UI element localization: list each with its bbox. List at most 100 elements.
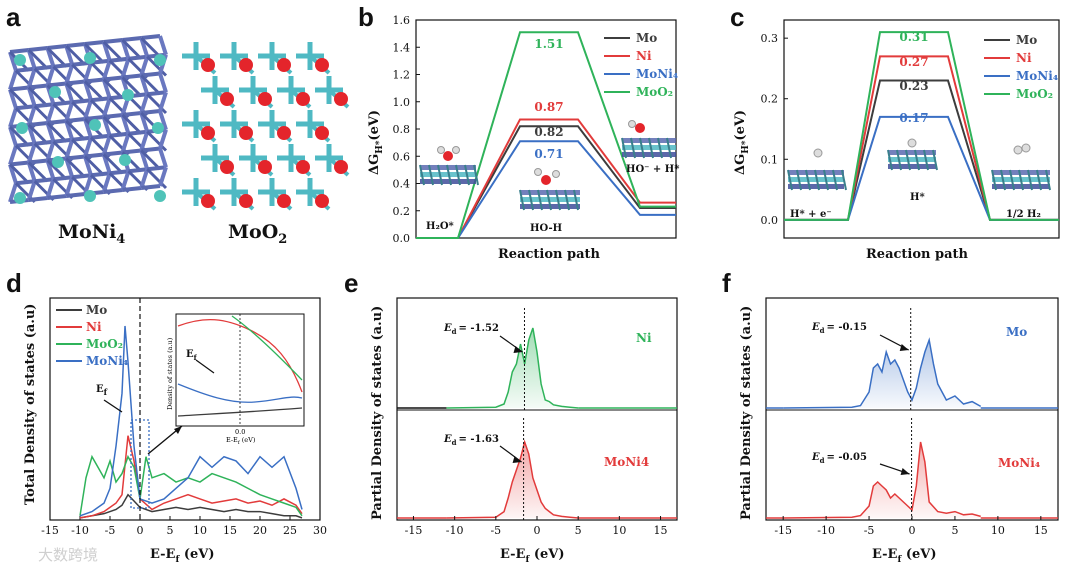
- bond: [146, 168, 168, 190]
- bond: [158, 129, 168, 150]
- bond: [103, 113, 123, 119]
- oxygen-atom: [239, 126, 253, 140]
- slab-bond: [814, 169, 820, 191]
- slab-bond: [621, 137, 627, 159]
- x-axis-label-b: Reaction path: [498, 247, 601, 262]
- zoom-arrowhead-d: [174, 426, 182, 434]
- bond: [26, 124, 37, 145]
- step-label-ho-h: HO⁻ + H*: [626, 164, 680, 175]
- y-axis-label-f: Partial Density of states (a.u): [739, 306, 754, 520]
- caption-moni4: MoNi4: [58, 221, 125, 247]
- bond: [120, 133, 131, 154]
- bond: [139, 74, 150, 95]
- ed-arrowhead: [513, 346, 523, 353]
- pdos-fill-Mo: [783, 340, 981, 408]
- legend-label: Ni: [636, 49, 652, 63]
- bond: [103, 38, 123, 44]
- oxygen-atom: [315, 194, 329, 208]
- x-tick-label: -15: [405, 524, 423, 537]
- bond: [101, 172, 112, 193]
- mo-atom: [154, 54, 166, 66]
- ed-label-top-f: Ed = -0.15: [811, 322, 867, 335]
- bond: [26, 49, 37, 70]
- legend-d: Mo Ni MoO₂ MoNi₄: [56, 303, 128, 368]
- inset-ef-arrow: [195, 359, 215, 374]
- panel-b: b 0.00.20.40.60.81.01.21.41.6 0.820.870.…: [358, 2, 680, 262]
- bond: [83, 42, 105, 64]
- bond: [34, 102, 54, 109]
- bond: [84, 152, 104, 159]
- oxygen-atom: [201, 194, 215, 208]
- x-tick-label: 10: [193, 524, 207, 537]
- bond: [72, 98, 92, 105]
- slab-bond: [639, 137, 645, 159]
- slab-bond: [905, 149, 911, 171]
- panel-f: f -15 -10 -5 0 5 10 15 Partial Density of stat…: [722, 268, 1059, 565]
- x-tick-label: 5: [951, 524, 958, 537]
- bond: [64, 64, 75, 85]
- axes-frame-e: [396, 297, 678, 521]
- slab-bond: [1027, 169, 1033, 191]
- y-tick-label: 1.6: [393, 14, 411, 27]
- bond: [47, 81, 67, 88]
- value-labels-c: 0.23 0.27 0.17 0.31: [899, 30, 928, 125]
- bond: [83, 80, 105, 102]
- x-tick-label: -15: [41, 524, 59, 537]
- bond: [141, 109, 161, 115]
- x-ticks-f: -15 -10 -5 0 5 10 15: [774, 516, 1048, 537]
- watermark: 大数跨境: [38, 546, 98, 564]
- slab-layer: [888, 150, 936, 155]
- oxygen-atom: [296, 92, 310, 106]
- bond: [46, 159, 68, 181]
- bond: [102, 115, 124, 137]
- energy-lines-b: [416, 31, 676, 239]
- bond: [141, 71, 161, 78]
- y-tick-label: 1.0: [393, 96, 411, 109]
- ed-arrowhead: [899, 344, 909, 351]
- y-tick-label: 0.0: [761, 214, 779, 227]
- bond: [109, 169, 129, 176]
- bond: [27, 123, 49, 145]
- bond: [83, 155, 93, 176]
- slab-layer: [520, 190, 580, 195]
- oxygen-atom: [220, 92, 234, 106]
- pdos-line-MoNi₄: [783, 441, 981, 519]
- hydrogen-atom: [437, 146, 445, 154]
- bond: [158, 72, 168, 93]
- bond: [147, 90, 167, 97]
- inset-mo-line: [177, 407, 303, 417]
- bond: [26, 105, 37, 126]
- oxygen-atom: [277, 58, 291, 72]
- step-label-h-star: H*: [910, 192, 925, 203]
- inset-d: Ef Density of states (a.u) 0.0 E-Ef (eV): [166, 313, 305, 446]
- bond: [45, 122, 56, 143]
- bond: [34, 177, 54, 184]
- slab-bond: [932, 149, 938, 171]
- slab-bond: [896, 149, 902, 171]
- oxygen-atom: [443, 151, 453, 161]
- bond: [9, 85, 29, 92]
- bond: [15, 104, 35, 111]
- x-ticks-e: -15 -10 -5 0 5 10 15: [405, 516, 668, 537]
- x-tick-label: 0: [137, 524, 144, 537]
- slab-bond: [428, 164, 434, 186]
- legend-b: Mo Ni MoNi₄ MoO₂: [604, 31, 678, 99]
- bond: [66, 117, 86, 123]
- bond: [109, 131, 129, 138]
- slab-bond: [991, 169, 997, 191]
- zoom-box-d: [130, 419, 150, 509]
- bond: [26, 86, 37, 107]
- x-tick-label: 10: [612, 524, 626, 537]
- ed-label-bottom-f: Ed = -0.05: [811, 452, 867, 465]
- slab-bond: [657, 137, 663, 159]
- dos-lines-d: [79, 325, 303, 519]
- y-axis-label-b: ΔGH*(eV): [367, 110, 385, 175]
- legend-label: MoNi₄: [1016, 69, 1058, 83]
- legend-label: MoNi₄: [86, 354, 128, 368]
- bond: [66, 79, 86, 86]
- bond: [15, 179, 35, 186]
- panel-label-e: e: [344, 268, 358, 298]
- step-label-hoh: HO-H: [530, 223, 562, 234]
- bond: [139, 93, 150, 114]
- bond: [120, 114, 131, 135]
